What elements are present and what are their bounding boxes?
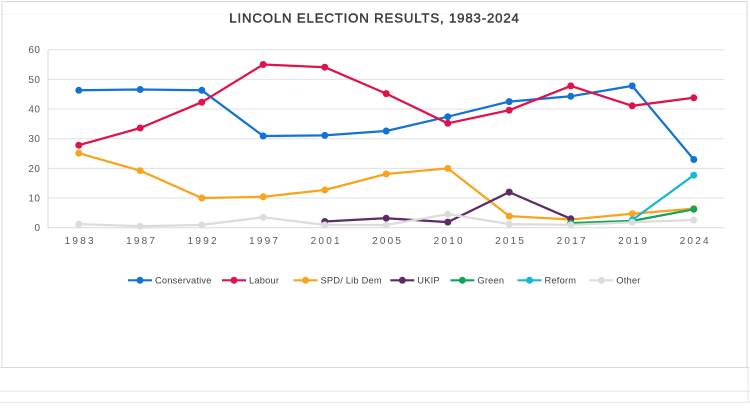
svg-text:2005: 2005 [372,236,403,247]
svg-text:1983: 1983 [65,236,96,247]
svg-text:2017: 2017 [557,236,588,247]
svg-text:Reform: Reform [545,276,577,286]
svg-text:30: 30 [28,134,40,145]
svg-text:20: 20 [28,164,40,175]
svg-text:Labour: Labour [249,276,279,286]
svg-text:1987: 1987 [126,236,157,247]
svg-text:1992: 1992 [188,236,219,247]
svg-text:60: 60 [28,45,40,56]
svg-text:Green: Green [477,276,504,286]
svg-text:Other: Other [616,276,640,286]
svg-text:10: 10 [28,193,40,204]
svg-text:Conservative: Conservative [155,276,212,286]
svg-text:2010: 2010 [434,236,465,247]
svg-text:2001: 2001 [311,236,342,247]
svg-text:2024: 2024 [680,236,711,247]
svg-text:50: 50 [28,75,40,86]
svg-text:SPD/ Lib Dem: SPD/ Lib Dem [321,276,382,286]
svg-text:LINCOLN ELECTION RESULTS, 1983: LINCOLN ELECTION RESULTS, 1983-2024 [229,11,519,26]
svg-text:2015: 2015 [495,236,526,247]
svg-text:0: 0 [34,223,40,234]
svg-text:40: 40 [28,104,40,115]
svg-text:1997: 1997 [249,236,280,247]
svg-text:UKIP: UKIP [417,276,440,286]
svg-text:2019: 2019 [618,236,649,247]
